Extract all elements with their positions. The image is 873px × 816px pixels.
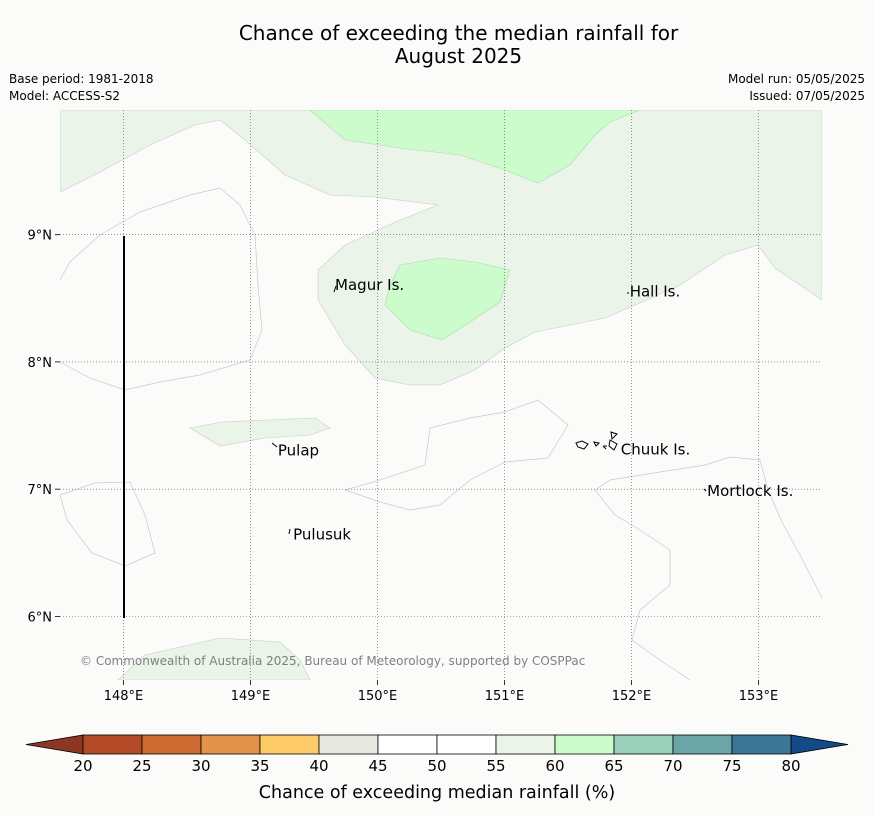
colorbar-segment xyxy=(672,734,733,755)
lon-tick-label: 150°E xyxy=(358,689,398,704)
colorbar-segment xyxy=(613,734,674,755)
colorbar-tick-label: 75 xyxy=(722,757,741,775)
graticule xyxy=(60,110,822,680)
contour-55-60-pulap xyxy=(189,417,331,447)
lon-tick-label: 148°E xyxy=(104,689,144,704)
colorbar-segment xyxy=(141,734,202,755)
place-label: Pulusuk xyxy=(293,526,351,544)
title-line-1: Chance of exceeding the median rainfall … xyxy=(238,21,679,45)
colorbar-tick-label: 60 xyxy=(545,757,564,775)
contour-55-60-south xyxy=(117,637,311,680)
colorbar-tick-label: 30 xyxy=(191,757,210,775)
contour-60-65-north xyxy=(309,110,641,184)
colorbar-tick-label: 40 xyxy=(309,757,328,775)
lat-tick-label: 8°N xyxy=(28,356,53,371)
colorbar-tick-label: 80 xyxy=(781,757,800,775)
lon-tick-label: 152°E xyxy=(612,689,652,704)
model-name: Model: ACCESS-S2 xyxy=(9,89,121,103)
colorbar-segment xyxy=(495,734,556,755)
place-label: Pulap xyxy=(278,442,319,460)
contour-lines-50 xyxy=(60,187,822,680)
place-label: Mortlock Is. xyxy=(707,482,793,500)
colorbar-segment xyxy=(318,734,379,755)
colorbar-segment xyxy=(436,734,497,755)
colorbar-tick-label: 65 xyxy=(604,757,623,775)
copyright-notice: © Commonwealth of Australia 2025, Bureau… xyxy=(80,654,585,668)
lat-tick-label: 6°N xyxy=(28,610,53,625)
lon-tick-label: 151°E xyxy=(485,689,525,704)
colorbar-tick-label: 50 xyxy=(427,757,446,775)
colorbar-segment xyxy=(554,734,615,755)
colorbar-segment xyxy=(259,734,320,755)
lat-axis: 9°N 8°N 7°N 6°N xyxy=(28,229,60,625)
islands xyxy=(271,285,707,535)
contour-60-65-magur xyxy=(384,257,511,341)
colorbar-tick-label: 25 xyxy=(132,757,151,775)
metadata-left: Base period: 1981-2018 Model: ACCESS-S2 xyxy=(9,71,154,105)
pulap-island-mark xyxy=(271,442,278,448)
place-label: Hall Is. xyxy=(630,282,681,300)
colorbar-tick-label: 70 xyxy=(663,757,682,775)
chuuk-island-outline xyxy=(575,431,618,451)
colorbar-title: Chance of exceeding median rainfall (%) xyxy=(259,783,615,803)
colorbar-tick-label: 20 xyxy=(73,757,92,775)
lon-tick-label: 153°E xyxy=(739,689,779,704)
rainfall-contours xyxy=(60,110,822,680)
mortlock-island-mark xyxy=(703,488,707,492)
model-run: Model run: 05/05/2025 xyxy=(727,72,865,86)
contour-55-60-north xyxy=(60,110,822,386)
title-line-2: August 2025 xyxy=(394,44,523,68)
colorbar-over-arrow xyxy=(790,734,849,755)
lon-axis: 148°E 149°E 150°E 151°E 152°E 153°E xyxy=(104,680,779,704)
colorbar-segment xyxy=(377,734,438,755)
colorbar-under-arrow xyxy=(25,734,84,755)
pulusuk-island-mark xyxy=(288,528,291,535)
base-period: Base period: 1981-2018 xyxy=(9,72,154,86)
colorbar-segment xyxy=(731,734,792,755)
map-title: Chance of exceeding the median rainfall … xyxy=(0,22,873,68)
magur-island-mark xyxy=(333,285,337,293)
lat-tick-label: 7°N xyxy=(28,483,53,498)
colorbar-segment xyxy=(200,734,261,755)
issued-date: Issued: 07/05/2025 xyxy=(749,89,865,103)
colorbar-tick-label: 45 xyxy=(368,757,387,775)
metadata-right: Model run: 05/05/2025 Issued: 07/05/2025 xyxy=(728,71,865,105)
colorbar-tick-label: 35 xyxy=(250,757,269,775)
place-labels: Magur Is. Hall Is. Pulap Chuuk Is. Mortlock … xyxy=(278,276,793,543)
colorbar: 20 25 30 35 40 45 50 55 60 65 70 75 80 xyxy=(25,734,849,775)
colorbar-tick-label: 55 xyxy=(486,757,505,775)
colorbar-segment xyxy=(82,734,143,755)
map-area: Magur Is. Hall Is. Pulap Chuuk Is. Mortlock … xyxy=(60,110,822,680)
lat-tick-label: 9°N xyxy=(28,229,53,244)
place-label: Magur Is. xyxy=(335,276,404,294)
lon-tick-label: 149°E xyxy=(231,689,271,704)
place-label: Chuuk Is. xyxy=(621,440,690,458)
